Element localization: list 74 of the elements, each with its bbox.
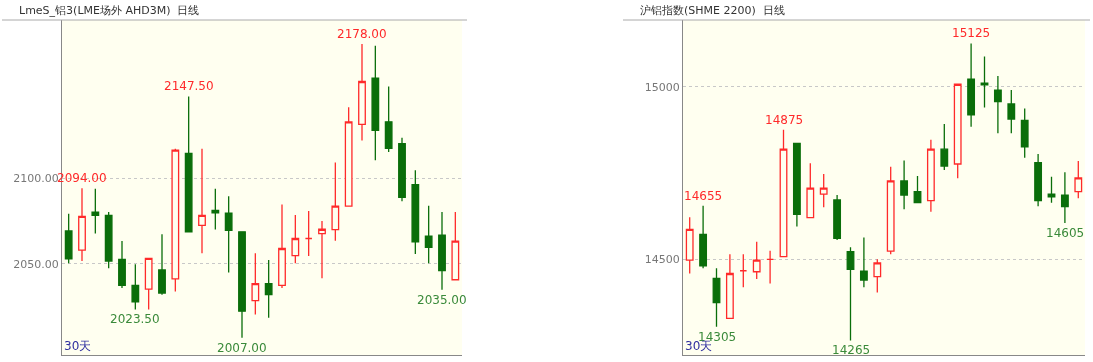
candlestick xyxy=(819,173,828,208)
candlestick xyxy=(264,259,273,319)
candlestick xyxy=(806,162,815,219)
candlestick xyxy=(873,258,882,294)
candlestick xyxy=(198,148,206,254)
candlestick xyxy=(78,187,86,262)
candlestick xyxy=(913,175,922,204)
annotation: 2007.00 xyxy=(217,341,267,355)
annotation: 14605 xyxy=(1046,226,1085,240)
candlestick xyxy=(766,250,775,285)
candlestick xyxy=(980,55,989,109)
candlestick xyxy=(993,75,1002,134)
candlestick xyxy=(251,252,260,316)
annotation: 15125 xyxy=(952,26,991,40)
annotation: 14655 xyxy=(684,189,723,203)
candlestick xyxy=(1060,171,1069,224)
candlestick xyxy=(224,195,233,274)
candlestick xyxy=(371,45,380,161)
candlestick xyxy=(792,142,801,228)
candlestick xyxy=(712,267,721,328)
candlestick xyxy=(344,106,353,208)
candlestick xyxy=(318,220,326,279)
candlestick xyxy=(846,246,855,342)
annotation: 2147.50 xyxy=(164,79,214,93)
y-tick-label: 2050.00 xyxy=(13,257,59,271)
candlestick xyxy=(900,159,909,210)
candlestick xyxy=(699,205,708,269)
chart-title: 沪铝指数(SHME 2200) 日线 xyxy=(640,4,785,17)
annotation: 2035.00 xyxy=(417,293,467,307)
candlestick xyxy=(424,205,433,264)
candlestick xyxy=(1020,107,1029,159)
candlestick xyxy=(144,257,153,311)
annotation: 30天 xyxy=(64,339,92,353)
candlestick xyxy=(752,241,761,280)
candlestick xyxy=(1034,153,1043,207)
y-tick-label: 15000 xyxy=(644,80,680,94)
candlestick xyxy=(886,166,895,255)
annotation: 14875 xyxy=(765,113,804,127)
annotation: 14265 xyxy=(832,343,871,357)
annotation: 2023.50 xyxy=(110,312,160,326)
candlestick xyxy=(238,231,246,339)
candlestick xyxy=(1007,89,1016,134)
candlestick xyxy=(331,161,340,242)
candlestick xyxy=(953,83,962,179)
candlestick xyxy=(158,233,166,296)
candlestick xyxy=(278,203,286,289)
chart-title: LmeS_铝3(LME场外 AHD3M) 日线 xyxy=(19,4,200,17)
candlestick xyxy=(384,85,393,153)
candlestick xyxy=(91,188,100,235)
candlestick xyxy=(1047,176,1056,204)
annotation: 2178.00 xyxy=(337,27,387,41)
candlestick xyxy=(104,211,113,269)
candlestick xyxy=(967,42,976,128)
candlestick xyxy=(131,263,140,311)
candlestick xyxy=(739,253,748,288)
candlestick xyxy=(438,211,446,291)
candlestick xyxy=(358,43,366,142)
candlestick xyxy=(926,139,935,213)
candlestick xyxy=(171,148,180,293)
candlestick xyxy=(304,210,313,257)
candlestick xyxy=(398,137,406,202)
candlestick xyxy=(725,253,734,320)
candlestick xyxy=(291,214,300,264)
candlestick xyxy=(64,213,73,264)
y-tick-label: 2100.00 xyxy=(13,171,59,185)
candlestick xyxy=(118,240,126,289)
candlestick xyxy=(940,123,949,171)
candlestick xyxy=(833,194,842,241)
annotation: 2094.00 xyxy=(57,171,107,185)
y-tick-label: 14500 xyxy=(644,253,680,267)
candlestick xyxy=(184,95,193,234)
candlestick xyxy=(211,188,220,231)
candlestick xyxy=(411,169,420,255)
candlestick xyxy=(859,236,868,288)
